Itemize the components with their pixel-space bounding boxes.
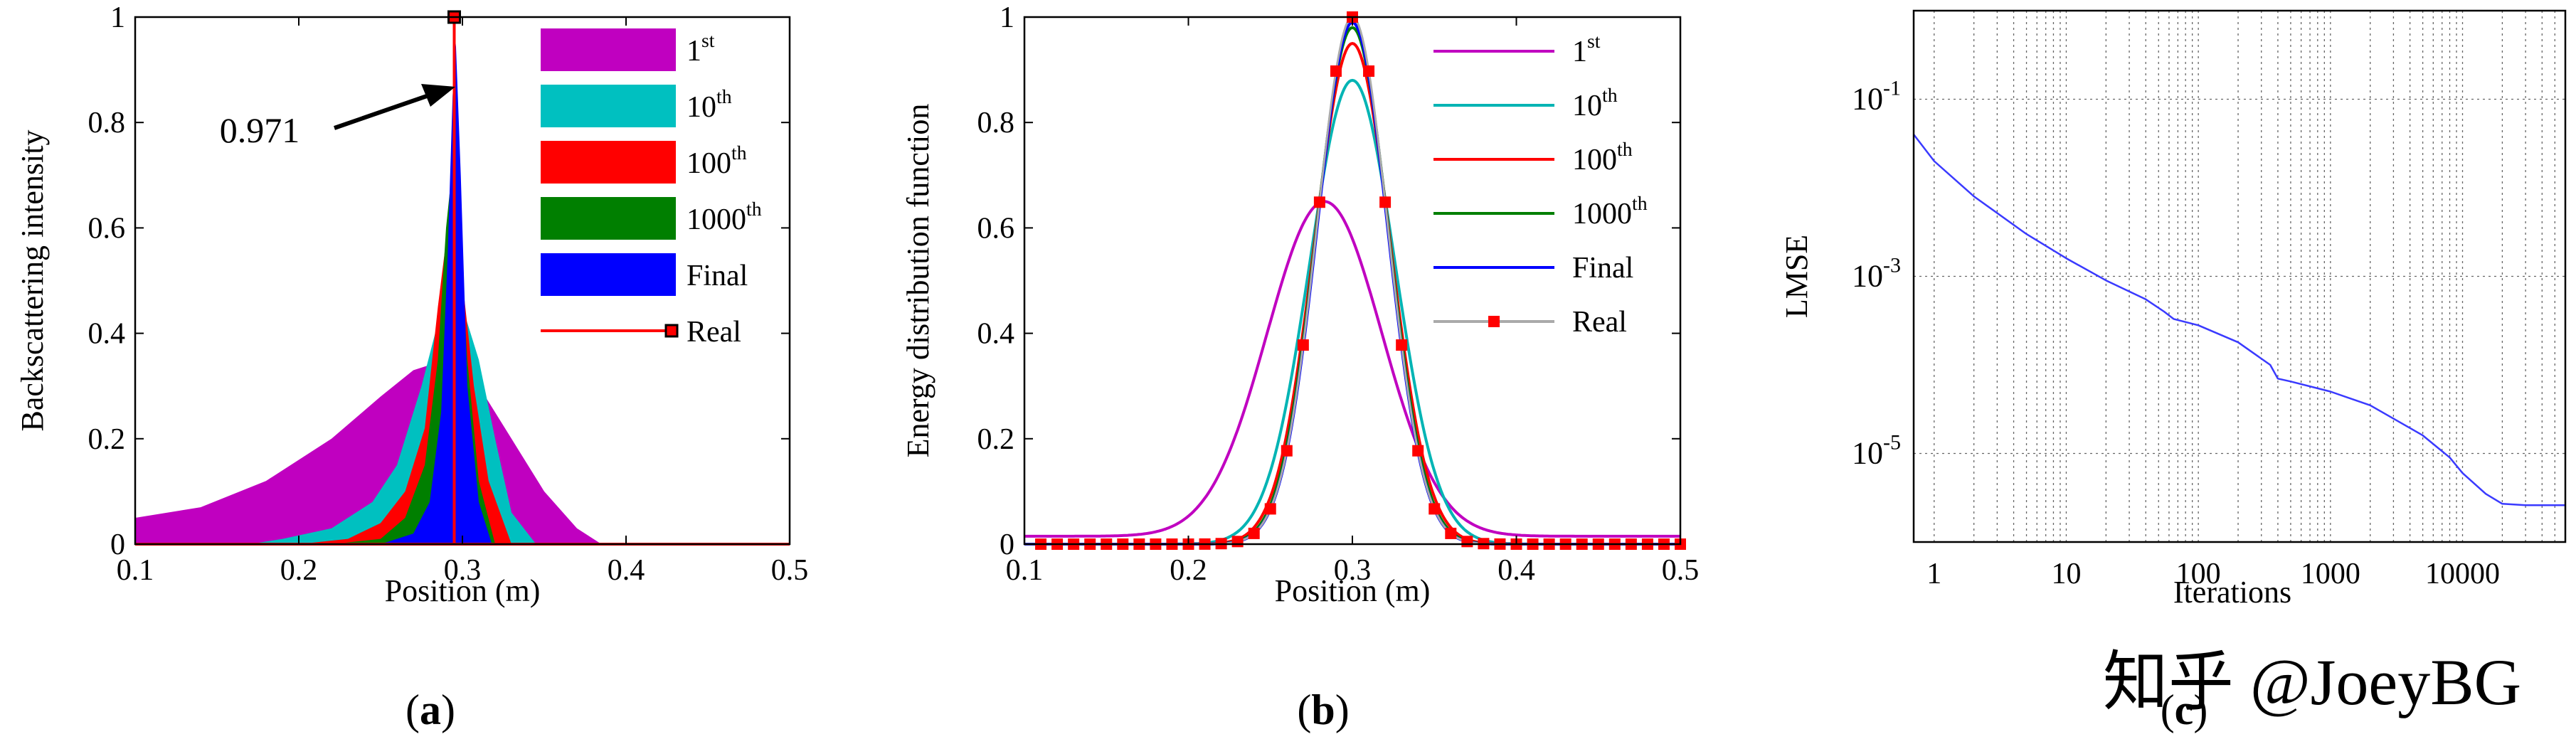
- grid: [1914, 11, 2566, 542]
- legend-swatch-Final: [541, 253, 676, 296]
- real-marker: [1461, 536, 1473, 548]
- x-tick-label: 100: [2176, 558, 2221, 590]
- y-tick-label: 0.2: [977, 423, 1015, 456]
- y-tick-label: 0.4: [977, 318, 1015, 351]
- x-tick-label: 0.3: [444, 554, 482, 587]
- series-line-lmse: [1913, 134, 2565, 506]
- x-tick-label: 10000: [2425, 558, 2500, 590]
- real-marker: [1330, 65, 1342, 77]
- x-tick-label: 0.2: [1170, 554, 1207, 587]
- x-tick-label: 0.4: [1498, 554, 1535, 587]
- y-tick-label: 10-5: [1852, 431, 1901, 471]
- panel-caption: (a): [406, 686, 455, 733]
- legend-label-100th: 100th: [1572, 138, 1633, 176]
- y-axis-label: Energy distribution function: [901, 104, 935, 458]
- x-tick-label: 0.4: [608, 554, 645, 587]
- area-Final: [381, 43, 492, 545]
- y-axis-label: LMSE: [1779, 235, 1814, 318]
- real-marker: [1281, 445, 1293, 457]
- panel-caption: (b): [1297, 686, 1349, 733]
- x-tick-label: 0.2: [280, 554, 318, 587]
- real-marker: [1379, 196, 1392, 208]
- annotation-arrow-line: [334, 94, 428, 130]
- x-tick-label: 1: [1926, 558, 1941, 590]
- legend-marker-real: [664, 324, 679, 338]
- y-tick-label: 0.8: [977, 107, 1015, 139]
- watermark-text: 知乎 @JoeyBG: [2103, 646, 2521, 718]
- legend-swatch-100th: [541, 141, 676, 184]
- real-marker: [1363, 65, 1375, 77]
- legend-label-10th: 10th: [1572, 84, 1618, 122]
- axes-frame: [1912, 9, 2567, 543]
- y-tick-label: 0.4: [88, 318, 126, 351]
- x-axis-label: Position (m): [385, 573, 541, 608]
- legend-label-1st: 1st: [687, 29, 715, 68]
- real-marker: [1445, 527, 1457, 539]
- y-tick-label: 0.2: [88, 423, 126, 456]
- real-marker: [1264, 503, 1276, 515]
- y-tick-label: 0: [1000, 528, 1014, 561]
- panel-c: 1 10 100 1000 10000 10-1 10-3 10-5 Iterations LMS…: [1779, 9, 2567, 610]
- y-tick-label: 0.6: [88, 212, 126, 245]
- x-axis-label: Position (m): [1275, 573, 1431, 608]
- series-line-1st: [1024, 200, 1680, 538]
- panel-b: 0.1 0.2 0.3 0.4 0.5 0 0.2 0.4 0.6 0.8 1 Position (m…: [901, 1, 1699, 608]
- legend-label-1000th: 1000th: [1572, 192, 1648, 230]
- legend-label-Real: Real: [1572, 306, 1627, 339]
- legend-label-10th: 10th: [687, 85, 732, 124]
- annotation-arrow-head: [421, 84, 455, 107]
- real-marker: [1297, 339, 1309, 351]
- legend-label-Real: Real: [687, 316, 741, 349]
- legend-label-100th: 100th: [687, 142, 747, 180]
- real-marker: [1248, 527, 1260, 539]
- legend-label-Final: Final: [687, 260, 748, 292]
- legend-label-Final: Final: [1572, 252, 1633, 285]
- x-tick-label: 0.1: [1006, 554, 1044, 587]
- y-tick-label: 10-1: [1852, 77, 1901, 117]
- annotation-label: 0.971: [220, 110, 300, 150]
- real-marker: [1412, 445, 1424, 457]
- real-marker: [1429, 503, 1441, 515]
- x-tick-label: 1000: [2301, 558, 2360, 590]
- legend-swatch-10th: [541, 85, 676, 127]
- y-tick-label: 10-3: [1852, 254, 1901, 294]
- x-tick-label: 10: [2051, 558, 2081, 590]
- legend-marker-real: [1488, 316, 1500, 327]
- real-marker: [1231, 536, 1244, 548]
- y-tick-label: 0: [110, 528, 125, 561]
- legend-label-1000th: 1000th: [687, 198, 762, 236]
- y-tick-label: 1: [1000, 1, 1014, 34]
- real-marker: [1396, 339, 1408, 351]
- y-axis-label: Backscattering intensity: [15, 130, 50, 432]
- y-tick-label: 0.6: [977, 212, 1015, 245]
- panel-caption: (c): [2161, 686, 2208, 733]
- real-marker: [1313, 196, 1325, 208]
- legend-swatch-1000th: [541, 197, 676, 240]
- y-tick-label: 1: [110, 1, 125, 34]
- x-tick-label: 0.5: [1662, 554, 1700, 587]
- legend-swatch-1st: [541, 28, 676, 71]
- x-tick-label: 0.1: [117, 554, 154, 587]
- x-tick-label: 0.3: [1334, 554, 1372, 587]
- legend-label-1st: 1st: [1572, 30, 1601, 68]
- x-tick-label: 0.5: [771, 554, 809, 587]
- x-axis-label: Iterations: [2173, 575, 2291, 610]
- panel-a: 0.1 0.2 0.3 0.4 0.5 0 0.2 0.4 0.6 0.8 1 Position (m…: [15, 1, 808, 608]
- y-tick-label: 0.8: [88, 107, 126, 139]
